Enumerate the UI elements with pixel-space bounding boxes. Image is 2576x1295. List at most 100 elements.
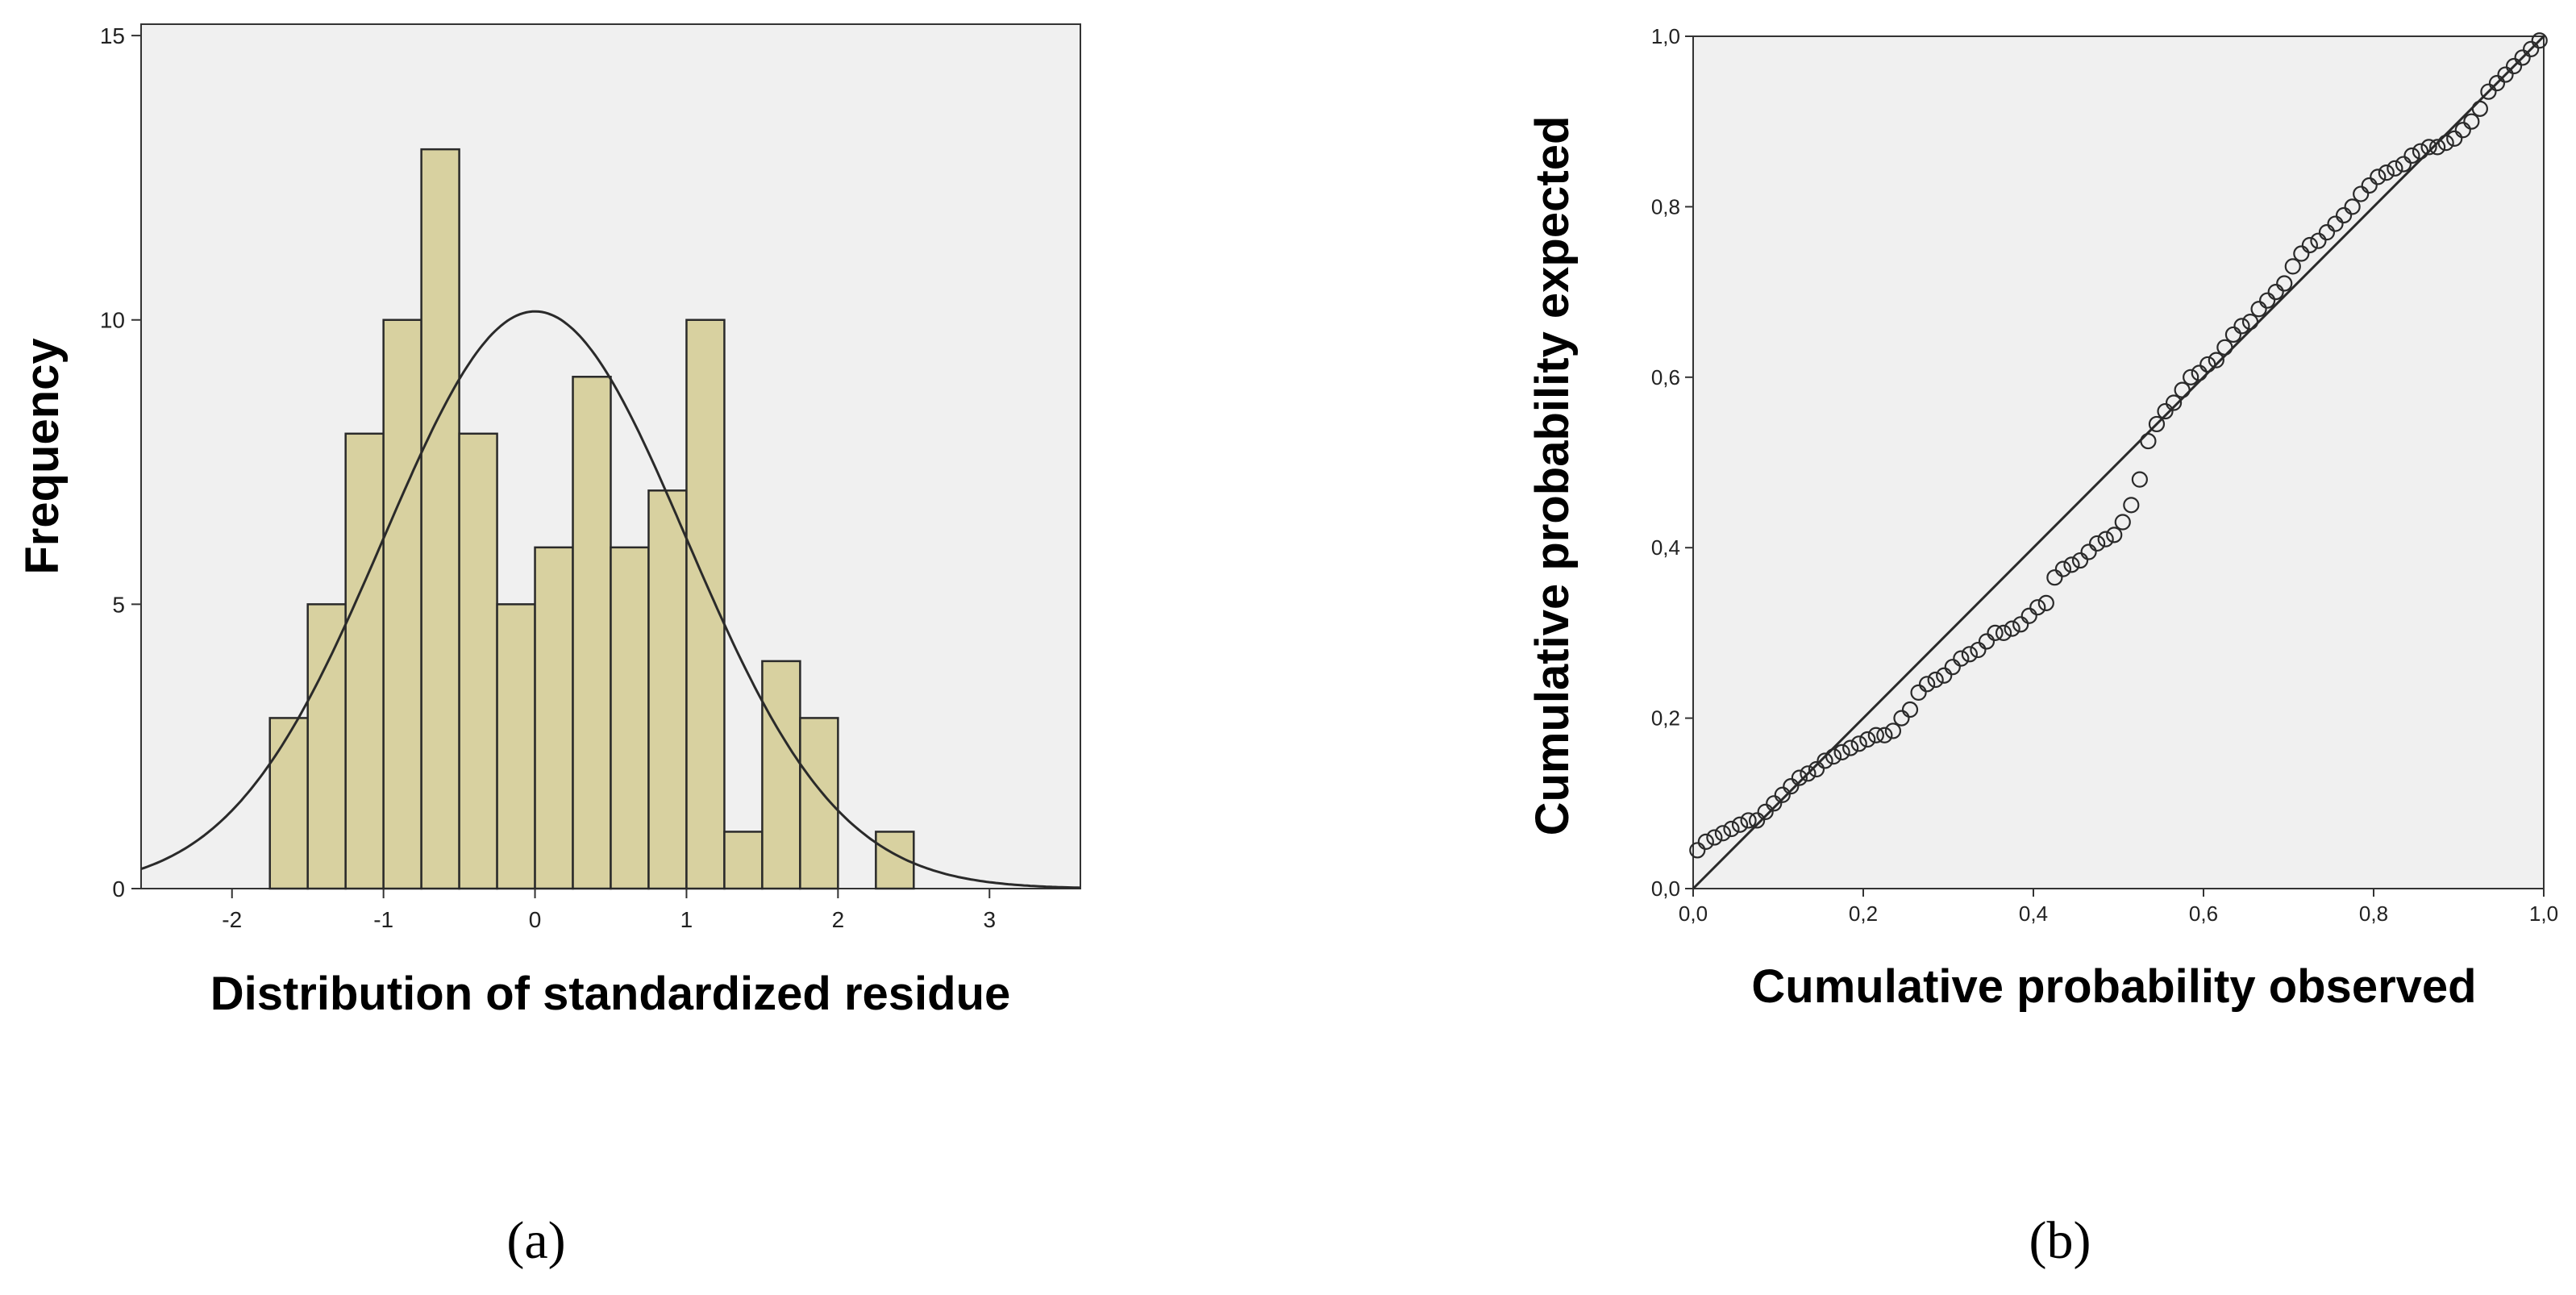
pp-point xyxy=(1766,795,1783,812)
pp-point xyxy=(1757,803,1774,820)
pp-point xyxy=(1714,825,1732,842)
y-tick-label: 0,2 xyxy=(1651,706,1680,731)
x-tick-label: 0,0 xyxy=(1679,902,1708,926)
pp-point xyxy=(1901,701,1919,718)
pp-point xyxy=(1876,727,1893,743)
reference-line xyxy=(1692,35,2545,890)
pp-point xyxy=(2097,531,2114,548)
pp-point xyxy=(2224,326,2242,344)
histogram-x-ticks: -2 -1 0 1 2 3 xyxy=(222,889,996,932)
pp-point xyxy=(1706,829,1723,846)
pp-point xyxy=(1689,842,1706,859)
histogram-bar xyxy=(572,376,612,890)
pp-point xyxy=(2089,535,2106,552)
pp-point xyxy=(2446,130,2463,147)
pp-point xyxy=(2514,49,2531,66)
pp-point xyxy=(2267,284,2284,301)
normal-curve xyxy=(140,310,1081,889)
pp-point xyxy=(1825,748,1842,765)
pp-point xyxy=(2276,275,2293,292)
pp-point xyxy=(1731,816,1749,833)
pp-point xyxy=(1783,778,1800,795)
pp-point xyxy=(2106,527,2123,543)
x-tick-label: 0 xyxy=(529,907,542,932)
pp-point xyxy=(2199,356,2216,373)
pp-x-ticks: 0,0 0,2 0,4 0,6 0,8 1,0 xyxy=(1679,889,2558,926)
pp-point xyxy=(2412,143,2429,160)
pp-point xyxy=(2157,402,2174,420)
histogram-bar xyxy=(610,546,650,890)
pp-plot-panel: 0,0 0,2 0,4 0,6 0,8 1,0 0,0 0,2 0,4 0,6 0,8 1,0 Cu… xyxy=(1526,24,2558,1270)
y-tick-label: 0,4 xyxy=(1651,535,1680,560)
pp-point xyxy=(2012,616,2029,633)
pp-point xyxy=(2259,292,2276,309)
histogram-bars xyxy=(268,148,915,890)
pp-point xyxy=(1927,671,1944,689)
x-tick-label: -2 xyxy=(222,907,242,932)
pp-point xyxy=(1697,833,1714,850)
pp-point xyxy=(2037,594,2054,612)
histogram-bar xyxy=(382,319,422,890)
histogram-bar xyxy=(458,432,498,890)
pp-point xyxy=(1987,624,2004,642)
pp-point xyxy=(2378,164,2395,181)
pp-point xyxy=(2233,318,2250,335)
pp-point xyxy=(2191,364,2208,381)
x-tick-label: -1 xyxy=(373,907,393,932)
pp-point xyxy=(2004,620,2020,637)
pp-point xyxy=(2420,139,2437,156)
pp-point xyxy=(2429,139,2446,156)
pp-point xyxy=(2505,57,2523,75)
pp-point xyxy=(2114,514,2131,531)
pp-point xyxy=(2523,40,2540,57)
pp-point xyxy=(2531,32,2548,49)
y-tick-label: 10 xyxy=(100,308,125,333)
pp-point xyxy=(2310,232,2327,249)
histogram-bar xyxy=(799,717,839,890)
histogram-bar xyxy=(761,660,801,890)
x-tick-label: 0,2 xyxy=(1849,902,1878,926)
pp-point xyxy=(1910,684,1927,701)
pp-point xyxy=(2318,224,2336,241)
pp-point xyxy=(2029,599,2046,616)
pp-point xyxy=(2123,497,2140,514)
pp-point xyxy=(2488,75,2506,92)
x-tick-label: 1 xyxy=(680,907,693,932)
pp-point xyxy=(1808,760,1825,778)
pp-x-axis-title: Cumulative probability observed xyxy=(1751,960,2476,1013)
pp-point xyxy=(2403,147,2420,164)
pp-point xyxy=(2250,301,2267,318)
pp-point xyxy=(2454,122,2471,139)
pp-point xyxy=(2353,185,2370,202)
histogram-y-axis-title: Frequency xyxy=(16,338,69,574)
pp-point xyxy=(1919,676,1936,693)
pp-points xyxy=(1689,32,2548,859)
pp-point xyxy=(2293,245,2310,262)
pp-point xyxy=(2463,113,2480,130)
pp-point xyxy=(2480,83,2497,100)
pp-point xyxy=(2020,607,2037,624)
pp-point xyxy=(2395,156,2412,173)
pp-point xyxy=(2370,169,2387,185)
y-tick-label: 15 xyxy=(100,23,125,48)
panel-label-a: (a) xyxy=(506,1211,565,1270)
histogram-y-ticks: 0 5 10 15 xyxy=(100,23,141,902)
pp-point xyxy=(1893,710,1910,727)
histogram-x-axis-title: Distribution of standardized residue xyxy=(210,968,1011,1020)
x-tick-label: 0,8 xyxy=(2359,902,2388,926)
pp-point xyxy=(1995,624,2012,642)
y-tick-label: 0 xyxy=(112,877,125,902)
pp-point xyxy=(2361,177,2378,194)
x-tick-label: 3 xyxy=(983,907,996,932)
panel-label-b: (b) xyxy=(2029,1211,2091,1270)
y-tick-label: 0,6 xyxy=(1651,365,1680,389)
pp-point xyxy=(2497,66,2514,83)
pp-point xyxy=(2054,560,2072,577)
pp-point xyxy=(2327,215,2344,232)
histogram-bar xyxy=(685,319,726,890)
pp-point xyxy=(2174,381,2191,398)
pp-point xyxy=(2471,100,2488,117)
pp-y-ticks: 0,0 0,2 0,4 0,6 0,8 1,0 xyxy=(1651,24,1693,901)
pp-point xyxy=(2344,198,2361,215)
x-tick-label: 2 xyxy=(832,907,845,932)
